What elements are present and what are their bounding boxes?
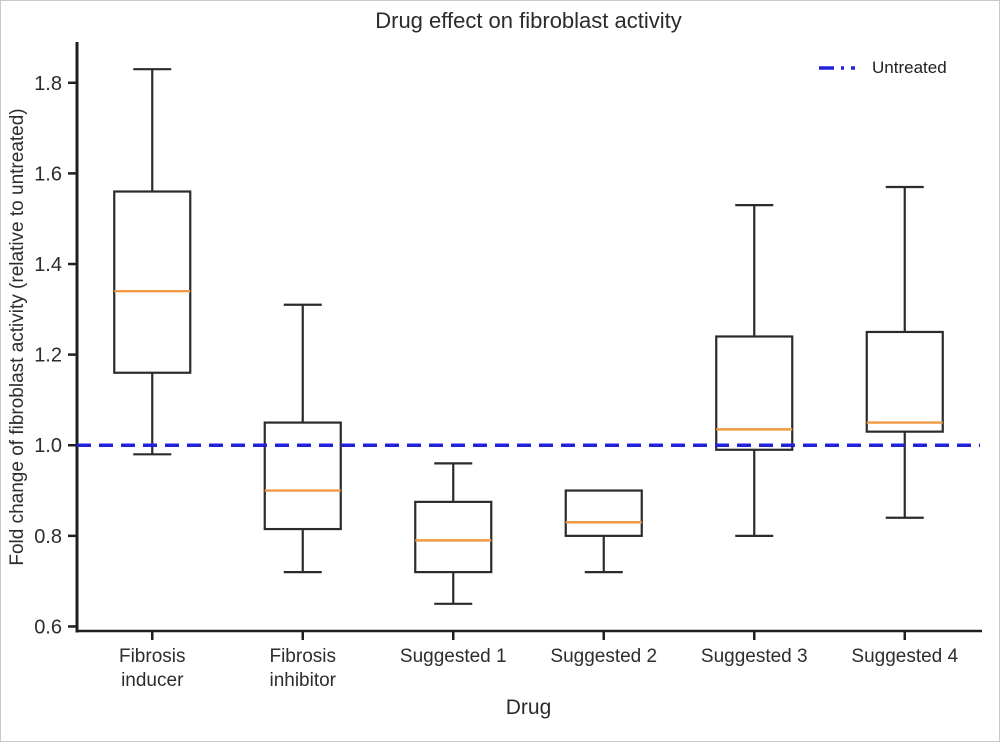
legend: Untreated [818,58,947,78]
x-tick-label: Suggested 4 [851,646,958,667]
legend-dashed-line-icon [819,66,855,70]
iqr-box [414,500,493,574]
boxplot-suggested-4 [865,185,944,519]
y-tick-label: 1.2 [34,345,62,367]
boxplot-suggested-3 [715,204,794,537]
boxplot-suggested-1 [414,462,493,605]
y-tick-label: 1.4 [34,254,62,276]
iqr-box [113,190,192,374]
legend-label: Untreated [872,58,947,77]
y-tick-label: 1.6 [34,163,62,185]
chart-title: Drug effect on fibroblast activity [375,8,682,33]
x-tick-label: Fibrosis inducer [119,646,186,691]
x-tick-label: Suggested 3 [701,646,808,667]
boxplot-fibrosis-inducer [113,68,192,456]
x-tick-label: Suggested 1 [400,646,507,667]
y-tick-label: 1.0 [34,435,62,457]
x-axis-label: Drug [505,696,552,719]
boxplot-suggested-2 [564,489,643,574]
y-tick-label: 1.8 [34,73,62,95]
iqr-box [263,421,342,531]
iqr-box [865,330,944,433]
iqr-box [564,489,643,537]
boxplot-fibrosis-inhibitor [263,303,342,574]
x-tick-label: Fibrosis inhibitor [269,646,336,691]
x-tick-label: Suggested 2 [550,646,657,667]
iqr-box [715,335,794,451]
y-tick-label: 0.8 [34,526,62,548]
y-tick-label: 0.6 [34,616,62,638]
